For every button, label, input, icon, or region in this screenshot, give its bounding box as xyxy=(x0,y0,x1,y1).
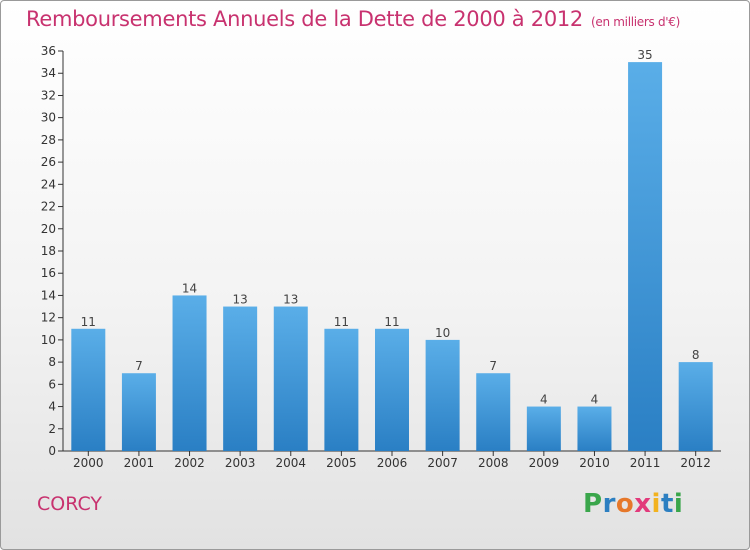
bar xyxy=(678,362,713,451)
y-tick-label: 14 xyxy=(41,288,56,302)
y-tick-label: 34 xyxy=(41,66,56,80)
y-tick-label: 10 xyxy=(41,333,56,347)
bar xyxy=(223,306,258,451)
logo-letter: i xyxy=(651,489,661,519)
data-label: 7 xyxy=(135,359,143,373)
y-tick-label: 26 xyxy=(41,155,56,169)
y-tick-label: 30 xyxy=(41,111,56,125)
bar xyxy=(273,306,308,451)
unit-note: (en milliers d'€) xyxy=(591,15,681,29)
bar xyxy=(526,406,561,451)
x-tick-label: 2010 xyxy=(579,456,610,470)
x-tick-label: 2006 xyxy=(377,456,408,470)
data-label: 11 xyxy=(384,315,399,329)
logo-letter: x xyxy=(634,489,652,519)
bar xyxy=(476,373,511,451)
data-label: 35 xyxy=(637,48,652,62)
data-label: 4 xyxy=(591,393,599,407)
logo-letter: o xyxy=(615,489,635,519)
x-tick-label: 2003 xyxy=(225,456,256,470)
bar xyxy=(324,328,359,451)
data-label: 11 xyxy=(81,315,96,329)
y-tick-label: 2 xyxy=(48,422,56,436)
bar xyxy=(425,339,460,451)
y-tick-label: 32 xyxy=(41,88,56,102)
x-tick-label: 2007 xyxy=(427,456,458,470)
y-tick-label: 16 xyxy=(41,266,56,280)
y-tick-label: 20 xyxy=(41,222,56,236)
data-label: 10 xyxy=(435,326,450,340)
commune-name: CORCY xyxy=(37,493,103,515)
proxiti-logo: Proxiti xyxy=(583,489,683,519)
data-label: 11 xyxy=(334,315,349,329)
bar xyxy=(71,328,106,451)
bar xyxy=(121,373,156,451)
chart-title: Remboursements Annuels de la Dette de 20… xyxy=(26,7,680,31)
title-text: Remboursements Annuels de la Dette de 20… xyxy=(26,7,583,31)
data-label: 7 xyxy=(489,359,497,373)
data-label: 13 xyxy=(283,293,298,307)
y-tick-label: 0 xyxy=(48,444,56,458)
logo-letter: i xyxy=(673,489,684,519)
x-tick-label: 2004 xyxy=(275,456,306,470)
y-tick-label: 4 xyxy=(48,400,56,414)
x-tick-label: 2008 xyxy=(478,456,509,470)
x-tick-label: 2001 xyxy=(124,456,155,470)
logo-letter: P xyxy=(583,489,603,519)
y-tick-label: 12 xyxy=(41,311,56,325)
data-label: 13 xyxy=(233,293,248,307)
logo-letter: t xyxy=(660,489,674,519)
y-tick-label: 18 xyxy=(41,244,56,258)
y-tick-label: 8 xyxy=(48,355,56,369)
x-tick-label: 2002 xyxy=(174,456,205,470)
x-tick-label: 2011 xyxy=(630,456,661,470)
y-tick-label: 22 xyxy=(41,200,56,214)
x-tick-label: 2009 xyxy=(529,456,560,470)
x-tick-label: 2005 xyxy=(326,456,357,470)
y-tick-label: 28 xyxy=(41,133,56,147)
x-tick-label: 2012 xyxy=(680,456,711,470)
data-label: 8 xyxy=(692,348,700,362)
bar xyxy=(172,295,207,451)
data-label: 14 xyxy=(182,281,197,295)
data-label: 4 xyxy=(540,393,548,407)
y-tick-label: 24 xyxy=(41,177,56,191)
x-tick-label: 2000 xyxy=(73,456,104,470)
bar xyxy=(628,62,663,451)
bar xyxy=(577,406,612,451)
y-tick-label: 6 xyxy=(48,377,56,391)
bar xyxy=(375,328,409,451)
y-tick-label: 36 xyxy=(41,44,56,58)
logo-letter: r xyxy=(602,489,616,519)
